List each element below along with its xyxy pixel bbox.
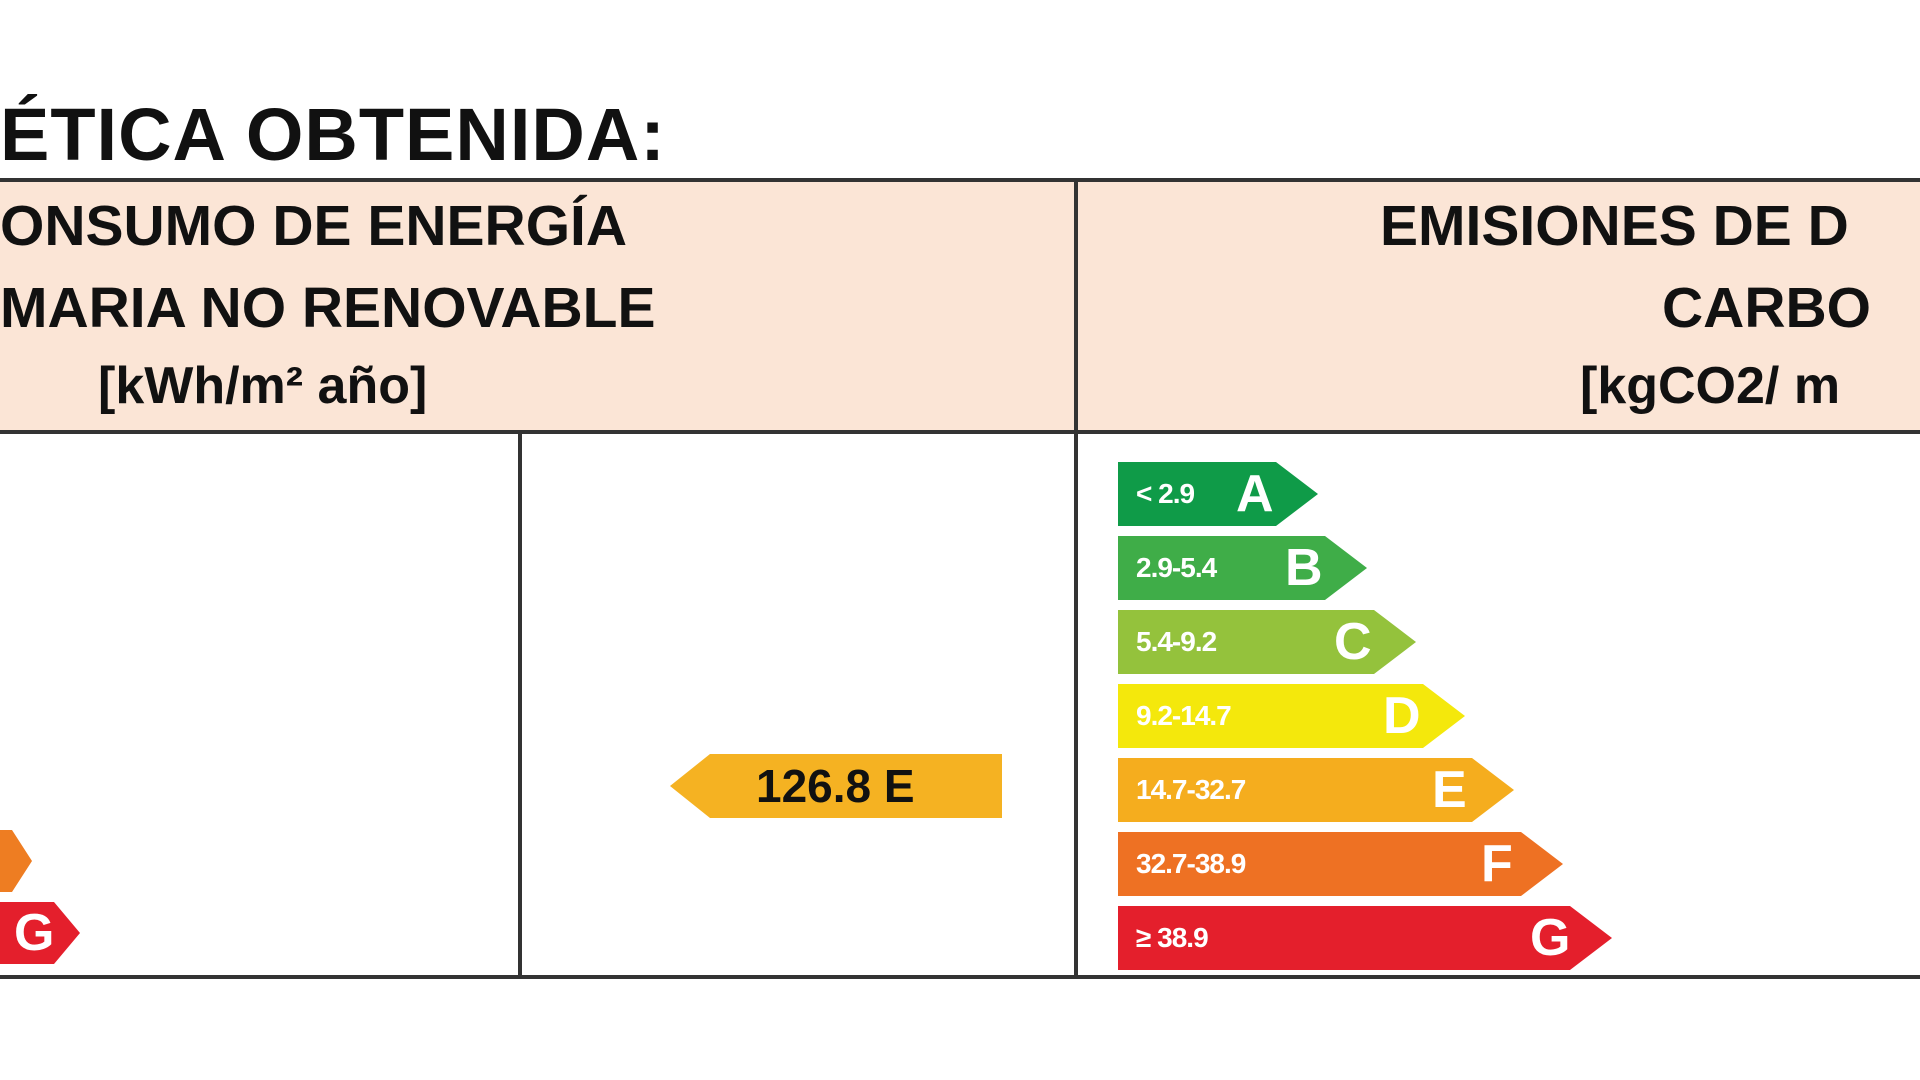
emissions-scale-g: ≥ 38.9 G [1118, 906, 1612, 970]
energy-rating-marker: 126.8 E [670, 754, 1002, 818]
emissions-scale-b-letter: B [1285, 539, 1323, 597]
emissions-scale-e-range: 14.7-32.7 [1136, 774, 1246, 805]
emissions-scale-c: 5.4-9.2 C [1118, 610, 1416, 674]
energy-header-line1: ONSUMO DE ENERGÍA [0, 194, 628, 258]
emissions-scale-g-letter: G [1530, 909, 1571, 967]
emissions-header-line2: CARBO [1662, 276, 1871, 340]
emissions-scale-g-range: ≥ 38.9 [1136, 922, 1209, 953]
column-divider [1074, 178, 1078, 979]
emissions-scale-a-range: < 2.9 [1136, 478, 1195, 509]
emissions-scale-e-letter: E [1432, 761, 1467, 819]
emissions-scale-b-bar [1118, 536, 1367, 600]
energy-rating-value: 126.8 E [756, 760, 915, 812]
emissions-header-unit: [kgCO2/ m [1580, 357, 1841, 415]
emissions-header: EMISIONES DE D CARBO [kgCO2/ m [1078, 180, 1920, 430]
emissions-scale-g-bar [1118, 906, 1612, 970]
energy-scale-bar-g-shape [0, 902, 80, 964]
emissions-scale-d-svg [1118, 684, 1465, 748]
emissions-scale-f: 32.7-38.9 F [1118, 832, 1563, 896]
table-header-divider [0, 430, 1920, 434]
emissions-scale-f-letter: F [1481, 835, 1513, 893]
emissions-scale-e-svg [1118, 758, 1514, 822]
emissions-header-line1: EMISIONES DE D [1380, 194, 1849, 258]
emissions-scale-b-range: 2.9-5.4 [1136, 552, 1217, 583]
emissions-scale-f-svg [1118, 832, 1563, 896]
energy-header-unit: [kWh/m² año] [98, 357, 428, 415]
certificate-heading: ÉTICA OBTENIDA: [0, 93, 666, 176]
energy-scale-bar-f-shape [0, 830, 32, 892]
emissions-scale-d-bar [1118, 684, 1465, 748]
emissions-scale-a-svg [1118, 462, 1318, 526]
energy-scale-letter-g: G [14, 904, 55, 962]
table-bottom-border [0, 975, 1920, 979]
energy-scale-bar-f [0, 830, 40, 892]
emissions-scale-g-svg [1118, 906, 1612, 970]
emissions-scale-c-bar [1118, 610, 1416, 674]
emissions-scale-b-svg [1118, 536, 1367, 600]
left-subcolumn-divider [518, 430, 522, 979]
table-top-border [0, 178, 1920, 182]
emissions-scale-a-bar [1118, 462, 1318, 526]
energy-header-line2: MARIA NO RENOVABLE [0, 276, 656, 340]
emissions-scale-e: 14.7-32.7 E [1118, 758, 1514, 822]
emissions-scale-a: < 2.9 A [1118, 462, 1318, 526]
emissions-scale-d: 9.2-14.7 D [1118, 684, 1465, 748]
emissions-scale-c-svg [1118, 610, 1416, 674]
emissions-scale-f-bar [1118, 832, 1563, 896]
energy-scale-bar-g: G [0, 902, 90, 964]
energy-rating-marker-shape [670, 754, 1002, 818]
emissions-scale-f-range: 32.7-38.9 [1136, 848, 1246, 879]
emissions-scale-e-bar [1118, 758, 1514, 822]
emissions-scale-a-letter: A [1236, 465, 1274, 523]
emissions-scale-c-range: 5.4-9.2 [1136, 626, 1217, 657]
energy-consumption-header: ONSUMO DE ENERGÍA MARIA NO RENOVABLE [kW… [0, 180, 1074, 430]
emissions-scale-b: 2.9-5.4 B [1118, 536, 1367, 600]
emissions-scale-d-range: 9.2-14.7 [1136, 700, 1232, 731]
emissions-scale-d-letter: D [1383, 687, 1421, 745]
table-header-band [0, 180, 1920, 434]
emissions-scale-c-letter: C [1334, 613, 1372, 671]
